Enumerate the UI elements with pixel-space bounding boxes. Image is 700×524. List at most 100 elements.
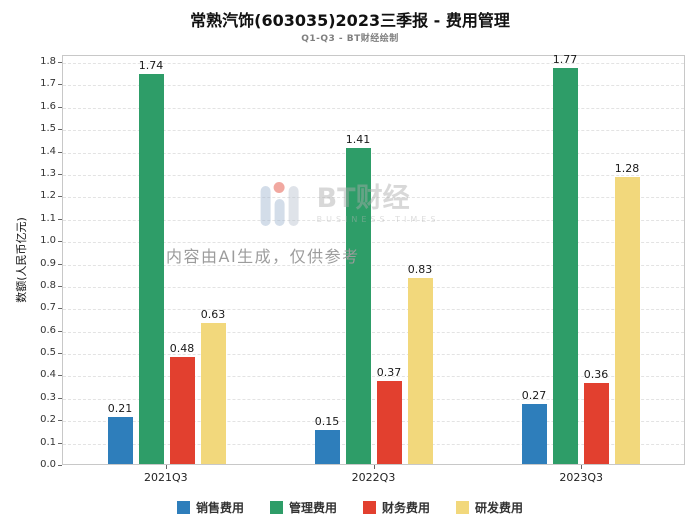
y-tick-label: 1.5 xyxy=(40,123,56,135)
y-tick-label: 0.8 xyxy=(40,279,56,291)
chart-title: 常熟汽饰(603035)2023三季报 - 费用管理 xyxy=(190,11,510,30)
legend-label: 销售费用 xyxy=(195,501,244,515)
chart-subtitle: Q1-Q3 - BT财经绘制 xyxy=(301,34,399,44)
legend-label: 研发费用 xyxy=(475,501,524,515)
y-tick-label: 0.0 xyxy=(40,459,56,470)
bar-财务费用-2022Q3: 0.37 xyxy=(376,366,402,464)
legend-item-研发费用: 研发费用 xyxy=(456,499,523,516)
y-tick-label: 1.4 xyxy=(40,145,56,157)
gridline xyxy=(63,421,684,423)
legend-item-销售费用: 销售费用 xyxy=(176,499,244,516)
bar-研发费用-2021Q3: 0.63 xyxy=(200,308,226,464)
x-tick-label: 2023Q3 xyxy=(559,471,603,484)
bar-value-label: 0.83 xyxy=(407,263,433,277)
bar-value-label: 0.15 xyxy=(314,415,340,429)
bar-财务费用-2023Q3: 0.36 xyxy=(583,368,609,464)
y-tick-mark xyxy=(58,84,62,86)
bar-group-2021Q3: 0.21 1.74 0.48 0.63 xyxy=(63,56,270,464)
bar-value-label: 1.77 xyxy=(552,52,578,66)
gridline xyxy=(63,63,684,64)
bar-value-label: 1.28 xyxy=(614,162,640,176)
gridline xyxy=(63,309,684,311)
bar-value-label: 0.48 xyxy=(169,341,195,355)
y-tick-mark xyxy=(58,173,62,175)
gridline xyxy=(63,242,684,244)
y-tick-mark xyxy=(58,308,62,310)
y-tick-mark xyxy=(58,285,62,287)
y-tick-label: 1.1 xyxy=(40,212,56,224)
gridline xyxy=(63,398,684,400)
y-tick-label: 1.8 xyxy=(40,56,56,67)
y-tick-label: 0.6 xyxy=(40,324,56,336)
gridline xyxy=(63,286,684,288)
gridline xyxy=(63,331,684,333)
y-tick-mark xyxy=(58,241,62,243)
bar-value-label: 1.41 xyxy=(345,133,371,147)
y-tick-label: 1.3 xyxy=(40,167,56,179)
legend-swatch xyxy=(363,501,376,514)
legend: 销售费用 管理费用 财务费用 研发费用 xyxy=(0,499,700,516)
legend-label: 财务费用 xyxy=(382,501,431,515)
bar-管理费用-2023Q3: 1.77 xyxy=(552,53,578,464)
bar-group-2022Q3: 0.15 1.41 0.37 0.83 xyxy=(270,56,477,464)
gridline xyxy=(63,85,684,87)
bar-value-label: 0.36 xyxy=(583,368,609,382)
gridline xyxy=(63,264,684,266)
bar-销售费用-2022Q3: 0.15 xyxy=(314,415,340,464)
legend-swatch xyxy=(176,501,190,514)
x-tick-label: 2021Q3 xyxy=(144,471,188,484)
legend-swatch xyxy=(456,501,470,514)
y-tick-mark xyxy=(58,375,62,377)
bar-value-label: 0.63 xyxy=(200,307,226,321)
bar-研发费用-2022Q3: 0.83 xyxy=(407,263,433,464)
gridline xyxy=(63,443,684,445)
bar-销售费用-2021Q3: 0.21 xyxy=(107,402,133,464)
y-tick-mark xyxy=(58,353,62,355)
bar-groups: 0.21 1.74 0.48 0.63 0.15 1.41 0.37 0.83 0.27 1.77… xyxy=(63,53,684,464)
y-tick-mark xyxy=(58,129,62,131)
plot-area: 0.21 1.74 0.48 0.63 0.15 1.41 0.37 0.83 0.27 1.77… xyxy=(62,53,685,465)
y-tick-label: 0.4 xyxy=(40,369,56,381)
y-tick-mark xyxy=(58,442,62,444)
bar-group-2023Q3: 0.27 1.77 0.36 1.28 xyxy=(477,53,684,464)
y-tick-mark xyxy=(58,151,62,153)
y-tick-mark xyxy=(58,420,62,422)
y-tick-mark xyxy=(58,196,62,198)
y-tick-label: 1.7 xyxy=(40,78,56,90)
x-tick-mark xyxy=(373,465,375,469)
legend-label: 管理费用 xyxy=(288,501,337,515)
gridline xyxy=(63,219,684,221)
y-tick-label: 0.9 xyxy=(40,257,56,269)
y-tick-label: 0.2 xyxy=(40,414,56,426)
gridline xyxy=(63,107,684,109)
gridline xyxy=(63,130,684,132)
gridline xyxy=(63,354,684,356)
y-tick-label: 0.3 xyxy=(40,391,56,403)
bar-管理费用-2022Q3: 1.41 xyxy=(345,133,371,464)
bar-value-label: 0.37 xyxy=(376,366,402,380)
y-tick-label: 0.5 xyxy=(40,347,56,359)
legend-item-管理费用: 管理费用 xyxy=(269,499,337,516)
gridline xyxy=(63,197,684,199)
bar-研发费用-2023Q3: 1.28 xyxy=(614,162,640,464)
y-tick-mark xyxy=(58,397,62,399)
gridline xyxy=(63,152,684,154)
y-tick-label: 1.6 xyxy=(40,100,56,112)
y-tick-mark xyxy=(58,465,62,466)
y-tick-mark xyxy=(58,218,62,220)
y-tick-mark xyxy=(58,106,62,108)
gridline xyxy=(63,174,684,176)
bar-财务费用-2021Q3: 0.48 xyxy=(169,342,195,464)
bar-value-label: 0.21 xyxy=(107,401,133,415)
legend-swatch xyxy=(269,501,283,514)
bar-value-label: 1.74 xyxy=(138,59,164,73)
y-tick-mark xyxy=(58,263,62,265)
x-tick-label: 2022Q3 xyxy=(351,471,396,484)
y-tick-label: 1.2 xyxy=(40,190,56,202)
x-tick-mark xyxy=(165,465,167,469)
y-tick-label: 0.7 xyxy=(40,302,56,314)
x-tick-mark xyxy=(581,465,583,469)
y-tick-label: 0.1 xyxy=(40,436,56,448)
y-tick-label: 1.0 xyxy=(40,235,56,247)
